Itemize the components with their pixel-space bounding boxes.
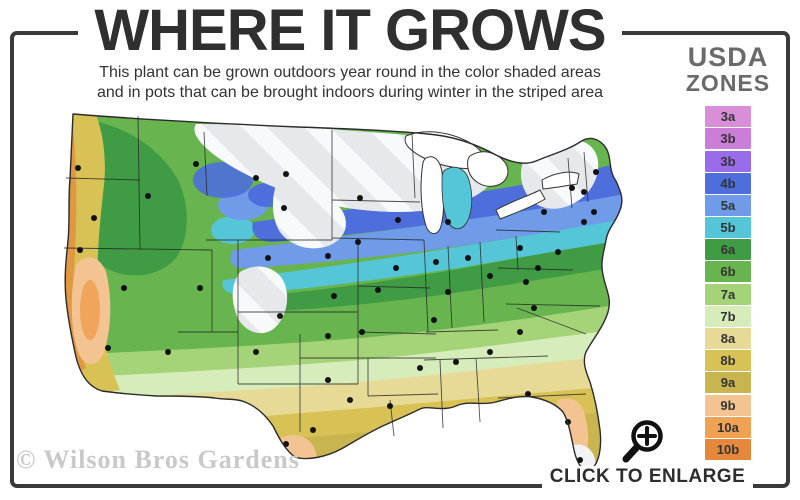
subtitle-line-1: This plant can be grown outdoors year ro…: [99, 64, 601, 81]
band-4b-montana: [193, 162, 253, 198]
city-dot: [593, 169, 599, 175]
watermark: © Wilson Bros Gardens: [16, 445, 300, 474]
city-dot: [517, 245, 523, 251]
city-dot: [253, 349, 259, 355]
city-dot: [395, 217, 401, 223]
city-dot: [347, 397, 353, 403]
legend-zone-11-8b: 8b: [705, 350, 751, 372]
enlarge-label[interactable]: CLICK TO ENLARGE: [541, 466, 754, 488]
city-dot: [523, 279, 529, 285]
city-dot: [525, 391, 531, 397]
city-dot: [487, 273, 493, 279]
legend-title-zones: ZONES: [685, 70, 771, 96]
subtitle-line-2: and in pots that can be brought indoors …: [96, 84, 604, 101]
city-dot: [197, 285, 203, 291]
enlarge-label-wrap[interactable]: CLICK TO ENLARGE: [540, 466, 755, 488]
city-dot: [105, 345, 111, 351]
legend-zone-6-6a: 6a: [705, 239, 751, 261]
legend-zone-13-9b: 9b: [705, 394, 751, 416]
header: WHERE IT GROWS: [20, 2, 680, 60]
city-dot: [569, 185, 575, 191]
city-dot: [325, 377, 331, 383]
michigan-mitten: [441, 166, 473, 230]
city-dot: [325, 253, 331, 259]
city-dot: [310, 427, 316, 433]
city-dot: [465, 255, 471, 261]
city-dot: [393, 265, 399, 271]
legend-zone-9-7b: 7b: [705, 305, 751, 327]
city-dot: [445, 289, 451, 295]
city-dot: [581, 189, 587, 195]
city-dot: [355, 239, 361, 245]
band-california-orange: [80, 280, 100, 340]
legend-title-usda: USDA: [687, 42, 769, 72]
city-dot: [77, 247, 83, 253]
page-title: WHERE IT GROWS: [78, 2, 622, 60]
legend-zone-3-4b: 4b: [705, 172, 751, 194]
city-dot: [453, 359, 459, 365]
striped-area-wyoming: [272, 180, 346, 249]
striped-area-colorado-rockies: [232, 266, 288, 334]
city-dots: [75, 161, 599, 463]
band-6a-central: [258, 230, 622, 312]
band-5b-montana: [211, 216, 255, 244]
legend-zone-12-9a: 9a: [705, 372, 751, 394]
city-dot: [433, 259, 439, 265]
city-dot: [487, 349, 493, 355]
legend-zone-10-8a: 8a: [705, 328, 751, 350]
city-dot: [75, 165, 81, 171]
legend-zone-15-10b: 10b: [705, 438, 751, 460]
city-dot: [281, 205, 287, 211]
city-dot: [277, 313, 283, 319]
city-dot: [331, 293, 337, 299]
legend-zone-14-10a: 10a: [705, 416, 751, 438]
city-dot: [375, 287, 381, 293]
legend-zone-2-3b: 3b: [705, 150, 751, 172]
city-dot: [165, 349, 171, 355]
city-dot: [265, 255, 271, 261]
city-dot: [517, 329, 523, 335]
usda-zones-legend: USDA ZONES 3a 3b 3b 4b 5a 5b 6a 6b 7a 7b 8a 8b 9a 9b 1…: [678, 44, 778, 461]
city-dot: [253, 175, 259, 181]
city-dot: [535, 265, 541, 271]
us-outline: [64, 113, 623, 472]
city-dot: [431, 317, 437, 323]
city-dot: [387, 403, 393, 409]
city-dot: [283, 171, 289, 177]
legend-zone-4-5a: 5a: [705, 194, 751, 216]
city-dot: [581, 219, 587, 225]
legend-zone-5-5b: 5b: [705, 217, 751, 239]
magnifier-plus-icon[interactable]: [620, 406, 676, 468]
city-dot: [325, 333, 331, 339]
city-dot: [91, 215, 97, 221]
city-dot: [445, 219, 451, 225]
city-dot: [531, 305, 537, 311]
city-dot: [193, 161, 199, 167]
city-dot: [145, 193, 151, 199]
usda-zone-map[interactable]: [28, 100, 676, 492]
city-dot: [591, 209, 597, 215]
legend-zone-8-7a: 7a: [705, 283, 751, 305]
city-dot: [555, 249, 561, 255]
legend-zone-0-3a: 3a: [705, 106, 751, 128]
legend-zone-1-3b: 3b: [705, 128, 751, 150]
city-dot: [541, 209, 547, 215]
great-lakes: [404, 131, 580, 234]
lake-erie: [495, 189, 546, 220]
city-dot: [359, 329, 365, 335]
subtitle: This plant can be grown outdoors year ro…: [30, 63, 670, 103]
city-dot: [121, 285, 127, 291]
click-to-enlarge[interactable]: CLICK TO ENLARGE: [540, 406, 755, 496]
lake-michigan: [420, 156, 445, 234]
city-dot: [577, 457, 583, 463]
legend-swatches: 3a 3b 3b 4b 5a 5b 6a 6b 7a 7b 8a 8b 9a 9b 10a 10b: [678, 106, 778, 460]
city-dot: [357, 195, 363, 201]
city-dot: [417, 365, 423, 371]
legend-zone-7-6b: 6b: [705, 261, 751, 283]
